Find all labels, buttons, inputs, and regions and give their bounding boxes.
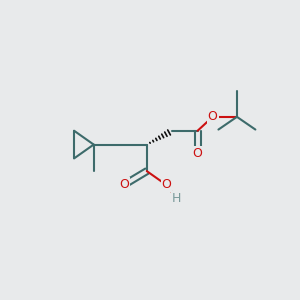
- Text: H: H: [172, 192, 182, 206]
- Text: O: O: [208, 110, 218, 123]
- Text: O: O: [119, 178, 129, 191]
- Text: O: O: [193, 147, 202, 160]
- Text: O: O: [161, 178, 171, 191]
